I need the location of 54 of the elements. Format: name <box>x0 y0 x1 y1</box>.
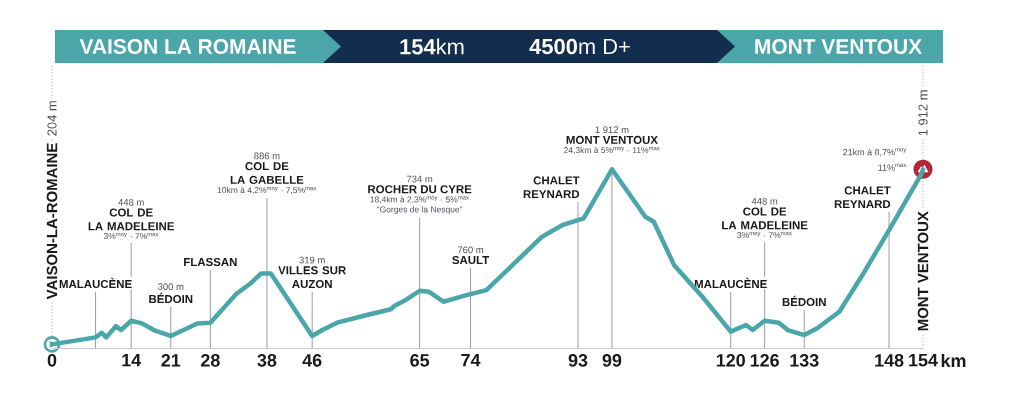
x-axis-title: km <box>941 354 966 368</box>
ref-line-label: BÉDOIN <box>782 295 826 307</box>
ref-line-label: VILLES SUR AUZON <box>278 266 346 289</box>
ref-line-label: CHALET REYNARD <box>523 176 580 199</box>
x-tick-label: 74 <box>461 354 481 367</box>
x-tick-label: 14 <box>122 354 142 367</box>
annotation: 3%$^{moy}$ · 7%$^{max}$ <box>103 233 159 240</box>
chart-title: 154km <box>400 38 464 55</box>
annotation: 319 m <box>299 256 325 264</box>
ref-line-label: MALAUCÈNE <box>694 277 767 289</box>
x-tick-label: 148 <box>875 354 904 367</box>
annotation: 10km à 4,2%$^{moy}$ · 7,5%$^{max}$ <box>217 186 317 195</box>
ref-line-label: COL DE LA MADELEINE <box>722 207 808 230</box>
annotation: 300 m <box>157 283 184 291</box>
x-tick-label: 38 <box>257 354 277 367</box>
ref-line-label: ROCHER DU CYRE <box>368 185 472 194</box>
ref-line-label: COL DE LA MADELEINE <box>88 208 174 231</box>
annotation: "Gorges de la Nesque" <box>376 206 463 215</box>
ref-line-label: FLASSAN <box>184 257 237 267</box>
text: 24,3km à 5%$^{moy}$ · 11%$^{max}$ <box>564 146 660 155</box>
annotation: 760 m <box>457 246 484 254</box>
annotation: 448 m <box>751 197 778 205</box>
ref-line-label: MALAUCÈNE <box>59 277 132 289</box>
ref-line-label: CHALET REYNARD <box>834 186 891 209</box>
x-tick-label: 0 <box>47 354 57 367</box>
annotation: 734 m <box>406 175 433 183</box>
text: 204 m <box>47 101 57 136</box>
x-tick-label: 99 <box>602 354 622 367</box>
annotation: 11%$^{max}$ <box>878 163 907 171</box>
ref-line-label: BÉDOIN <box>149 292 193 304</box>
text: VAISON LA ROMAINE <box>79 39 296 54</box>
annotation: 448 m <box>118 198 144 206</box>
annotation: 21km à 8,7%$^{moy}$ <box>843 148 907 157</box>
annotation: 18,4km à 2,3%$^{moy}$ · 5%$^{max}$ <box>370 196 469 204</box>
x-tick-label: 46 <box>302 354 322 367</box>
ref-line-label: VAISON-LA-ROMAINE <box>46 143 58 300</box>
x-tick-label: 93 <box>568 354 588 367</box>
x-tick-label: 21 <box>161 354 181 367</box>
x-tick-label: 154 <box>909 354 938 367</box>
x-tick-label: 28 <box>201 354 220 367</box>
x-tick-label: 65 <box>410 354 430 367</box>
x-tick-label: 126 <box>750 354 779 367</box>
ref-line-label: MONT VENTOUX <box>566 135 658 144</box>
annotation: 3%$^{moy}$ · 7%$^{max}$ <box>737 232 792 239</box>
ref-line-label: COL DE LA GABELLE <box>230 162 304 184</box>
text: 1 912 m <box>595 126 629 134</box>
x-tick-label: 120 <box>716 354 745 367</box>
chart-subtitle: 4500m D+ <box>529 38 630 55</box>
text: 1 912 m <box>918 90 928 136</box>
text: MONT VENTOUX <box>755 39 922 54</box>
text: 886 m <box>254 152 280 160</box>
ref-line-label: MONT VENTOUX <box>917 211 929 331</box>
x-tick-label: 133 <box>790 354 819 367</box>
ref-line-label: SAULT <box>452 255 490 265</box>
